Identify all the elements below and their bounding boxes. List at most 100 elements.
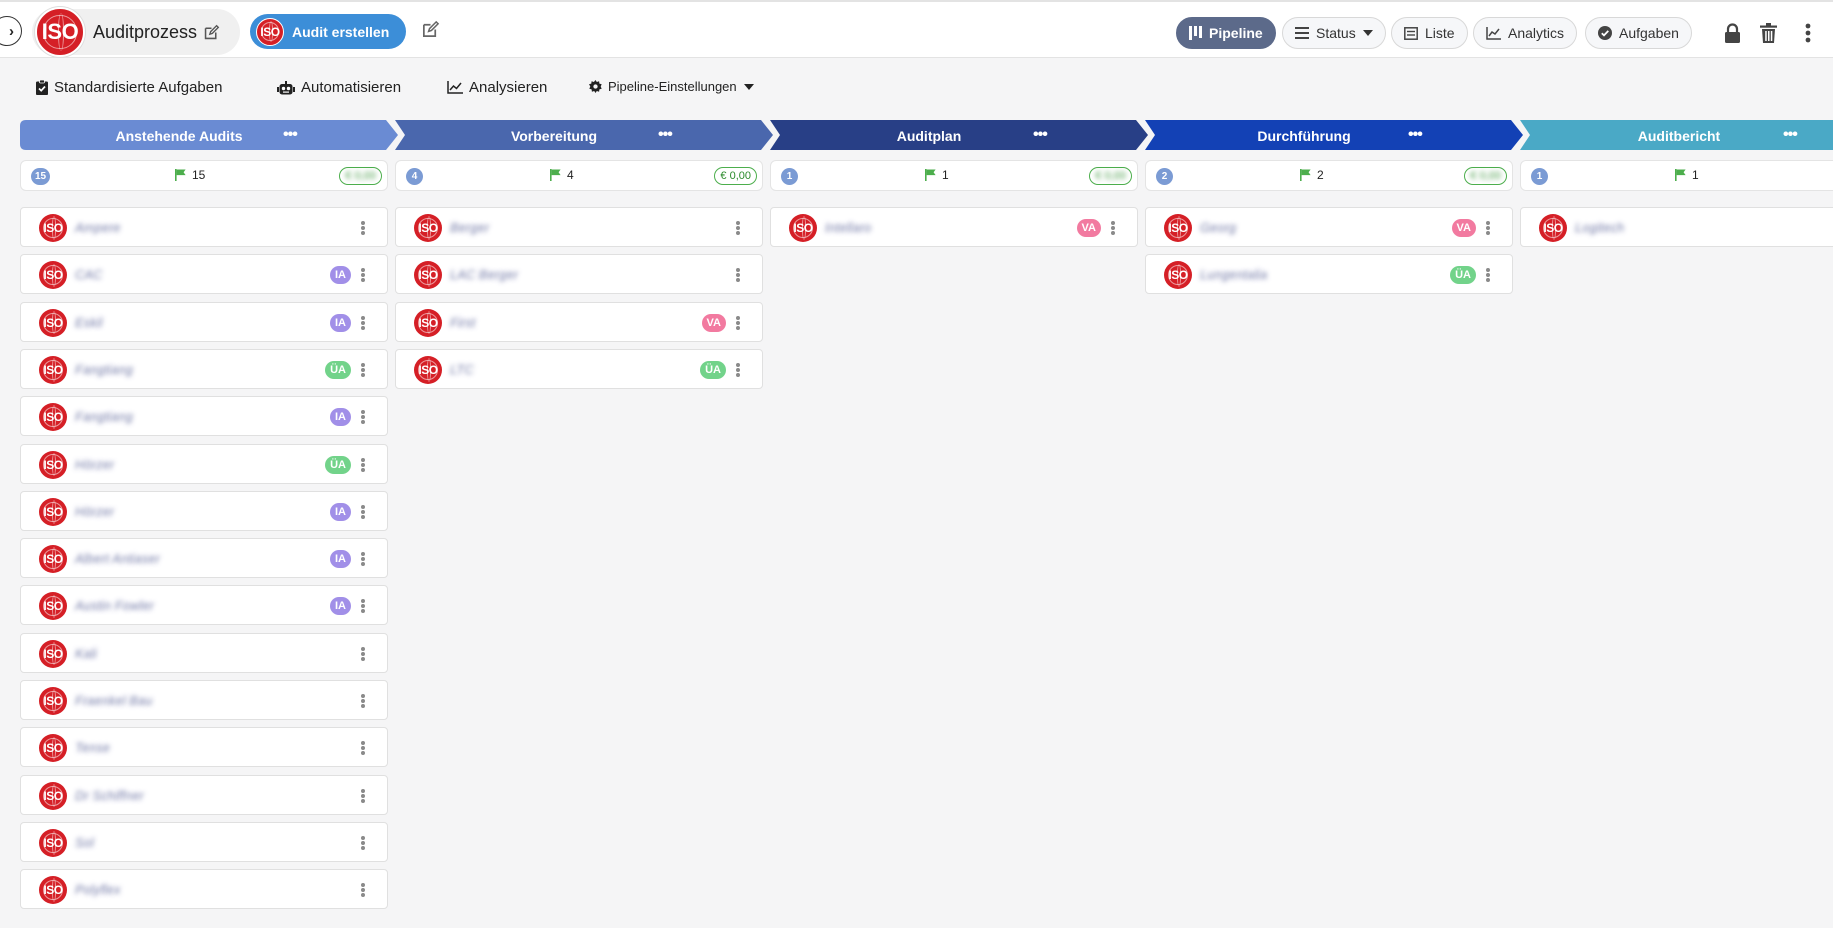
flag-count-value: 4 [567,168,574,182]
flag-count: 4 [550,168,574,182]
iso-logo-icon: ISO [39,497,67,526]
automate-button[interactable]: Automatisieren [277,79,401,96]
delete-button[interactable] [1757,21,1779,45]
card-menu-icon[interactable] [1108,219,1118,237]
card-menu-icon[interactable] [733,266,743,284]
iso-logo-icon: ISO [256,17,284,46]
deal-card[interactable]: ISO Sol [20,821,388,862]
deal-card[interactable]: ISO CAC IA [20,254,388,295]
card-menu-icon[interactable] [358,739,368,757]
card-menu-icon[interactable] [358,219,368,237]
card-menu-icon[interactable] [358,597,368,615]
deal-card-name: Lungentalia [1200,267,1268,283]
view-pipeline-button[interactable]: Pipeline [1176,17,1276,49]
view-analytics-label: Analytics [1508,25,1565,41]
card-menu-icon[interactable] [358,692,368,710]
card-menu-icon[interactable] [358,503,368,521]
automate-label: Automatisieren [301,79,402,96]
deal-card[interactable]: ISO Eskil IA [20,301,388,342]
deal-card-name: Eskil [75,314,103,330]
stage-name: Auditbericht [1637,128,1721,144]
deal-card[interactable]: ISO Tense [20,727,388,768]
deal-card[interactable]: ISO Intellaro VA [770,207,1138,247]
deal-card[interactable]: ISO Fraenkel Bau [20,680,388,720]
card-menu-icon[interactable] [358,645,368,663]
card-menu-icon[interactable] [1483,219,1493,237]
deal-card[interactable]: ISO Polyflex [20,869,388,910]
deal-card[interactable]: ISO Georg VA [1145,207,1513,247]
flag-count: 2 [1300,168,1324,182]
card-menu-icon[interactable] [358,361,368,379]
create-audit-button[interactable]: ISO Audit erstellen [250,14,406,49]
card-menu-icon[interactable] [358,266,368,284]
trash-icon [1759,23,1777,43]
card-menu-icon[interactable] [358,550,368,568]
iso-logo-icon: ISO [39,687,67,715]
deal-card[interactable]: ISO Albert Antiaser IA [20,538,388,579]
deal-card-name: Dr Schiffner [75,787,144,803]
deal-card-name: Hörzer [75,456,115,472]
deal-type-tag: IA [330,550,351,569]
analyze-button[interactable]: Analysieren [447,79,547,96]
deal-card-name: Fangtiang [75,409,133,425]
flag-icon [175,169,186,181]
card-menu-icon[interactable] [733,361,743,379]
iso-logo-icon: ISO [39,403,67,432]
deal-card[interactable]: ISO LAC Berger [395,254,763,295]
flag-count-value: 15 [192,168,206,182]
edit-pipeline-icon[interactable] [421,20,440,39]
deal-card[interactable]: ISO First VA [395,301,763,342]
deal-card[interactable]: ISO Hörzer IA [20,490,388,531]
stage-more-icon[interactable]: ••• [1033,126,1048,143]
flag-icon [550,169,561,181]
card-menu-icon[interactable] [358,834,368,852]
card-menu-icon[interactable] [733,314,743,332]
deal-card[interactable]: ISO Fangtiang ÜA [20,348,388,389]
stage-more-icon[interactable]: ••• [658,126,673,143]
deal-card[interactable]: ISO Berger [395,207,763,247]
more-options-button[interactable] [1797,21,1819,45]
card-menu-icon[interactable] [358,408,368,426]
card-menu-icon[interactable] [358,456,368,474]
flag-icon [1675,169,1686,181]
view-status-dropdown[interactable]: Status [1282,17,1386,49]
deal-card[interactable]: ISO Hörzer ÜA [20,443,388,484]
deal-card-name: First [450,314,476,330]
deal-card[interactable]: ISO Kali [20,632,388,673]
deal-card-name: Kali [75,645,97,661]
card-menu-icon[interactable] [358,787,368,805]
deal-count-badge: 1 [1531,168,1548,185]
stage-more-icon[interactable]: ••• [1783,126,1798,143]
view-aufgaben-button[interactable]: Aufgaben [1585,17,1692,49]
card-menu-icon[interactable] [358,881,368,899]
deal-card[interactable]: ISO Fangtiang IA [20,396,388,437]
check-circle-icon [1598,26,1612,40]
deal-card-name: Austin Fowler [75,598,154,614]
stage-more-icon[interactable]: ••• [1408,126,1423,143]
lock-button[interactable] [1721,21,1743,45]
edit-title-icon[interactable] [203,24,220,41]
iso-logo-icon: ISO [414,355,442,384]
iso-logo-icon: ISO [39,450,67,479]
deal-card[interactable]: ISO Lungentalia ÜA [1145,254,1513,295]
deal-card[interactable]: ISO Dr Schiffner [20,774,388,815]
deal-card[interactable]: ISO Austin Fowler IA [20,585,388,626]
view-analytics-button[interactable]: Analytics [1473,17,1578,49]
standard-tasks-button[interactable]: Standardisierte Aufgaben [36,79,222,96]
card-menu-icon[interactable] [358,314,368,332]
deal-card[interactable]: ISO Logitech [1520,207,1833,247]
deal-card-name: Fangtiang [75,361,133,377]
stage-arrow-shape [20,120,398,150]
deal-card-name: Albert Antiaser [75,551,160,567]
pipeline-settings-dropdown[interactable]: Pipeline-Einstellungen [589,79,754,94]
card-menu-icon[interactable] [1483,266,1493,284]
view-liste-button[interactable]: Liste [1391,17,1468,49]
stage-arrow-shape [395,120,773,150]
deal-type-tag: IA [330,597,351,616]
card-menu-icon[interactable] [733,219,743,237]
deal-card[interactable]: ISO Ampere [20,207,388,247]
sidebar-toggle-button[interactable]: › [0,16,22,46]
stage-more-icon[interactable]: ••• [283,126,298,143]
stage-name: Vorbereitung [510,128,598,144]
deal-card[interactable]: ISO LTC ÜA [395,348,763,389]
